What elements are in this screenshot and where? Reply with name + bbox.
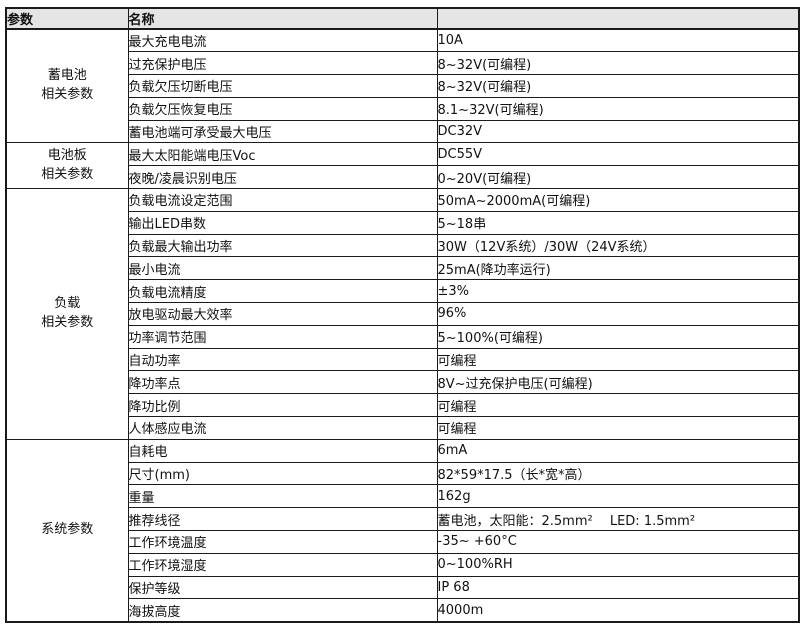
param-name-cell: 负载欠压恢复电压 [127,96,438,121]
param-value-cell: 96% [436,302,800,326]
param-name-cell: 推荐线径 [127,507,438,532]
param-name-cell: 最大太阳能端电压Voc [127,142,438,167]
param-name-cell: 负载电流设定范围 [127,188,438,212]
param-value-cell: 50mA~2000mA(可编程) [436,188,800,212]
param-value-cell: -35~ +60°C [436,530,800,554]
param-name-cell: 负载电流精度 [127,279,438,304]
param-name-cell: 蓄电池端可承受最大电压 [127,119,438,144]
table-row: 重量 162g [6,484,800,509]
param-value-cell: ±3% [436,279,800,304]
param-value-cell: 蓄电池，太阳能：2.5mm² LED: 1.5mm² [436,507,800,532]
table-row: 功率调节范围 5~100%(可编程) [6,324,800,349]
table-row: 蓄电池 相关参数 最大充电电流 10A [5,28,800,144]
table-row: 放电驱动最大效率 96% [6,302,800,326]
header-name: 名称 [127,7,438,30]
group-label-system: 系统参数 [5,438,129,623]
table-row: 最小电流 25mA(降功率运行) [6,256,800,281]
param-value-cell: 可编程 [436,416,800,440]
param-name-cell: 放电驱动最大效率 [127,302,438,326]
param-value-cell: 0~100%RH [436,552,800,577]
param-value-cell: 可编程 [436,393,800,418]
param-name-cell: 人体感应电流 [127,416,438,440]
table-row: 电池板 相关参数 最大太阳能端电压Voc DC55V [5,142,800,190]
spec-table: 参数 名称 蓄电池 相关参数 最大充电电流 10A 过充保护电压 8~32V(可… [5,7,800,623]
param-value-cell: 25mA(降功率运行) [436,256,800,281]
param-name-cell: 最大充电电流 [127,28,438,53]
param-name-cell: 输出LED串数 [127,210,438,235]
param-value-cell: 8~32V(可编程) [436,74,800,98]
param-name-cell: 工作环境温度 [127,530,438,554]
param-value-cell: 10A [436,28,800,53]
table-row: 工作环境温度 -35~ +60°C [6,530,800,554]
table-row: 负载欠压恢复电压 8.1~32V(可编程) [6,96,800,121]
table-row: 负载最大输出功率 30W（12V系统）/30W（24V系统） [6,233,800,258]
group-label-panel: 电池板 相关参数 [5,142,129,190]
param-value-cell: 4000m [436,598,800,623]
param-value-cell: 可编程 [436,347,800,372]
param-name-cell: 降功比例 [127,393,438,418]
param-value-cell: 5~18串 [436,210,800,235]
param-value-cell: 8~32V(可编程) [436,51,800,76]
param-value-cell: 5~100%(可编程) [436,324,800,349]
param-name-cell: 工作环境湿度 [127,552,438,577]
param-name-cell: 自动功率 [127,347,438,372]
param-value-cell: 8.1~32V(可编程) [436,96,800,121]
param-value-cell: 0~20V(可编程) [436,165,800,190]
param-name-cell: 尺寸(mm) [127,461,438,486]
param-value-cell: 6mA [436,438,800,463]
header-value [436,7,800,30]
param-name-cell: 降功率点 [127,370,438,395]
param-name-cell: 负载最大输出功率 [127,233,438,258]
param-name-cell: 保护等级 [127,575,438,600]
param-value-cell: 30W（12V系统）/30W（24V系统） [436,233,800,258]
table-row: 夜晚/凌晨识别电压 0~20V(可编程) [6,165,800,190]
param-name-cell: 自耗电 [127,438,438,463]
param-name-cell: 海拔高度 [127,598,438,623]
group-label-load: 负载 相关参数 [5,188,129,440]
param-name-cell: 负载欠压切断电压 [127,74,438,98]
param-name-cell: 夜晚/凌晨识别电压 [127,165,438,190]
table-row: 海拔高度 4000m [6,598,800,623]
param-value-cell: 162g [436,484,800,509]
param-name-cell: 功率调节范围 [127,324,438,349]
param-value-cell: 82*59*17.5（长*宽*高） [436,461,800,486]
table-row: 工作环境湿度 0~100%RH [6,552,800,577]
header-param: 参数 [5,7,129,30]
table-row: 负载 相关参数 负载电流设定范围 50mA~2000mA(可编程) [5,188,800,440]
param-name-cell: 最小电流 [127,256,438,281]
table-row: 降功率点 8V~过充保护电压(可编程) [6,370,800,395]
table-header-row: 参数 名称 [5,7,800,30]
group-label-battery: 蓄电池 相关参数 [5,28,129,144]
param-value-cell: DC32V [436,119,800,144]
param-value-cell: DC55V [436,142,800,167]
param-value-cell: 8V~过充保护电压(可编程) [436,370,800,395]
param-name-cell: 过充保护电压 [127,51,438,76]
table-row: 负载电流精度 ±3% [6,279,800,304]
table-row: 推荐线径 蓄电池，太阳能：2.5mm² LED: 1.5mm² [6,507,800,532]
table-row: 系统参数 自耗电 6mA [5,438,800,623]
param-value-cell: IP 68 [436,575,800,600]
param-name-cell: 重量 [127,484,438,509]
